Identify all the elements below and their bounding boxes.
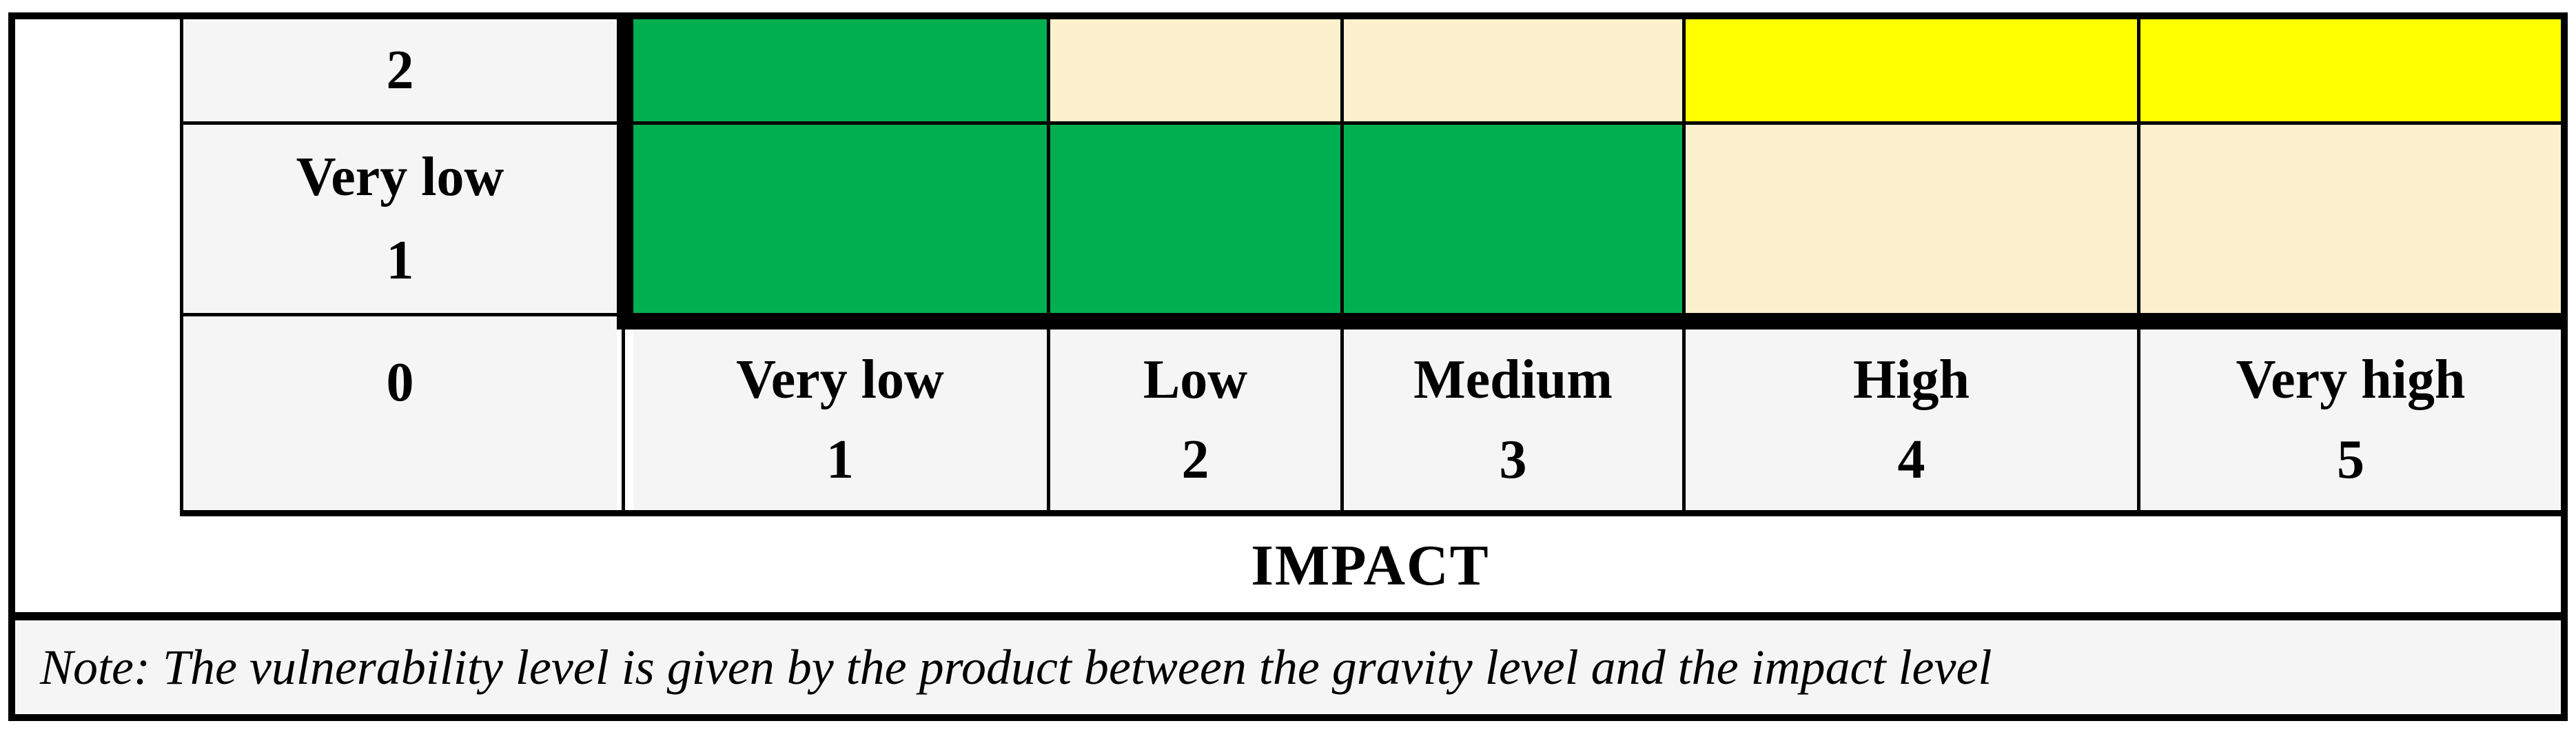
divider xyxy=(622,329,625,510)
divider xyxy=(1340,329,1344,510)
divider xyxy=(2137,19,2140,313)
divider xyxy=(180,313,617,316)
divider xyxy=(1340,19,1344,313)
note-top-border xyxy=(15,612,2561,620)
gravity-row-label-very-low: Very low 1 xyxy=(183,125,617,313)
impact-header-low: Low 2 xyxy=(1050,329,1340,510)
gravity-value-label: 2 xyxy=(386,40,414,101)
matrix-cell xyxy=(1686,125,2137,313)
divider xyxy=(1047,19,1050,313)
impact-level-label: High xyxy=(1853,349,1970,410)
origin-cell: 0 xyxy=(183,316,617,510)
matrix-cell xyxy=(1686,19,2137,121)
impact-level-label: Medium xyxy=(1413,349,1613,410)
matrix-cell xyxy=(1344,19,1682,121)
divider xyxy=(1682,19,1686,313)
matrix-cell xyxy=(1344,125,1682,313)
gravity-axis-thick-bar xyxy=(617,19,633,329)
impact-header-very-low: Very low 1 xyxy=(633,329,1047,510)
impact-level-label: Very high xyxy=(2236,349,2466,410)
impact-header-very-high: Very high 5 xyxy=(2140,329,2561,510)
divider xyxy=(1682,329,1686,510)
impact-header-medium: Medium 3 xyxy=(1344,329,1682,510)
divider xyxy=(180,19,183,510)
matrix-cell xyxy=(633,125,1047,313)
impact-level-value: 5 xyxy=(2337,429,2364,491)
impact-level-value: 2 xyxy=(1181,429,1209,491)
impact-level-value: 1 xyxy=(826,429,854,491)
note-row: Note: The vulnerability level is given b… xyxy=(15,620,2561,714)
divider xyxy=(1047,329,1050,510)
impact-level-value: 4 xyxy=(1897,429,1925,491)
divider xyxy=(180,121,2561,125)
impact-axis-title: IMPACT xyxy=(1251,533,1490,598)
note-text: Note: The vulnerability level is given b… xyxy=(40,639,1992,695)
gravity-level-label: Very low xyxy=(296,147,504,208)
gravity-level-value: 1 xyxy=(386,230,414,291)
impact-header-high: High 4 xyxy=(1686,329,2137,510)
gravity-row-label-2: 2 xyxy=(183,19,617,121)
impact-axis-title-row: IMPACT xyxy=(180,518,2561,612)
impact-level-value: 3 xyxy=(1499,429,1527,491)
matrix-table: 2 Very low 1 0 Very low 1 Low 2 xyxy=(8,12,2568,721)
impact-level-label: Very low xyxy=(736,349,944,410)
impact-level-label: Low xyxy=(1143,349,1248,410)
header-bottom-border xyxy=(180,510,2561,516)
matrix-cell xyxy=(2140,19,2561,121)
matrix-cell xyxy=(633,19,1047,121)
divider xyxy=(2137,329,2140,510)
matrix-cell xyxy=(1050,125,1340,313)
matrix-cell xyxy=(1050,19,1340,121)
origin-value: 0 xyxy=(386,352,414,413)
matrix-cell xyxy=(2140,125,2561,313)
impact-axis-thick-bar xyxy=(617,313,2561,329)
